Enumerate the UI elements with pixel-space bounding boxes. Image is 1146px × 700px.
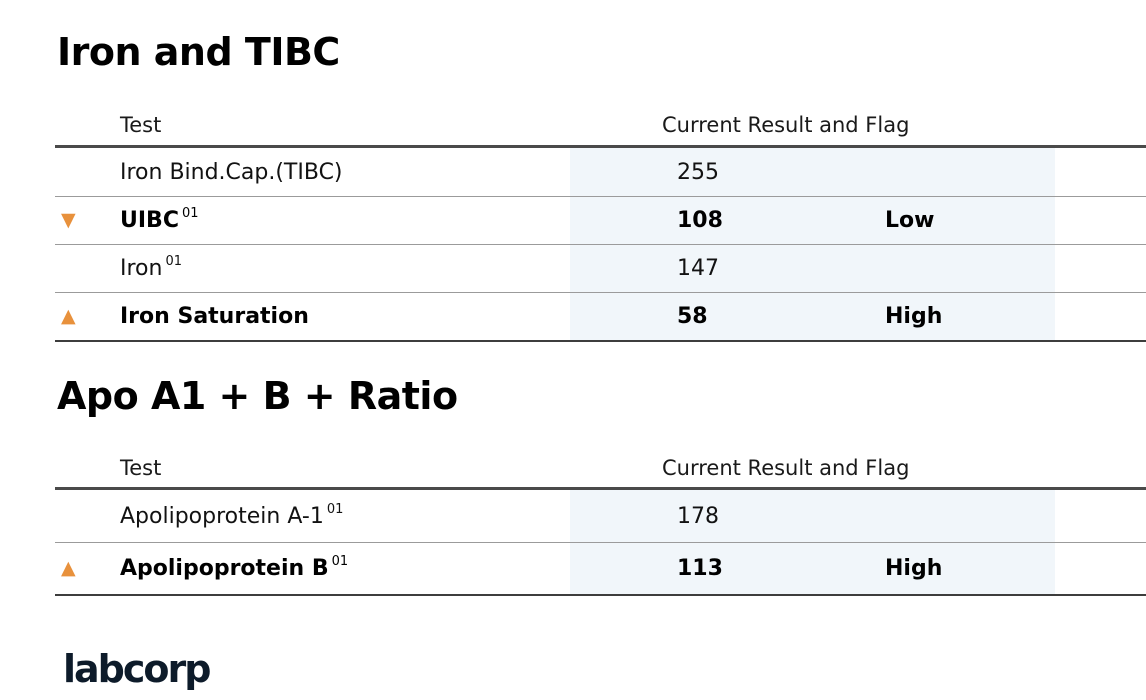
row-spacer bbox=[1055, 197, 1146, 244]
row-spacer bbox=[1055, 490, 1146, 542]
table-row: ▲ Apolipoprotein B 01 113 High bbox=[55, 542, 1146, 594]
result-flag: High bbox=[885, 556, 943, 581]
table-header-row: Test Current Result and Flag bbox=[55, 104, 1146, 148]
result-cell: 147 bbox=[570, 245, 1055, 292]
triangle-down-icon: ▼ bbox=[61, 209, 76, 231]
test-name: Apolipoprotein B 01 bbox=[120, 554, 349, 581]
row-spacer bbox=[1055, 293, 1146, 340]
test-name: Iron 01 bbox=[120, 254, 182, 281]
table-row: ▼ UIBC 01 108 Low bbox=[55, 196, 1146, 244]
result-flag: Low bbox=[885, 208, 935, 233]
test-name: Iron Bind.Cap.(TIBC) bbox=[120, 159, 343, 185]
row-spacer bbox=[1055, 543, 1146, 594]
result-cell: 113 High bbox=[570, 543, 1055, 594]
flag-icon-placeholder bbox=[55, 490, 120, 542]
result-value: 108 bbox=[677, 208, 723, 233]
table-body: Apolipoprotein A-1 01 178 ▲ Apolipoprotei… bbox=[55, 490, 1146, 596]
test-name: Iron Saturation bbox=[120, 304, 309, 329]
column-header-result: Current Result and Flag bbox=[662, 455, 910, 480]
result-cell: 255 bbox=[570, 148, 1055, 196]
result-value: 178 bbox=[677, 503, 719, 529]
result-cell: 178 bbox=[570, 490, 1055, 542]
flag-icon-cell: ▲ bbox=[55, 293, 120, 340]
row-spacer bbox=[1055, 245, 1146, 292]
iron-tibc-table: Test Current Result and Flag Iron Bind.C… bbox=[55, 104, 1146, 342]
column-header-test: Test bbox=[120, 455, 162, 480]
flag-icon-placeholder bbox=[55, 148, 120, 196]
labcorp-logo: labcorp bbox=[63, 647, 211, 691]
result-flag: High bbox=[885, 304, 943, 329]
table-row: ▲ Iron Saturation 58 High bbox=[55, 292, 1146, 340]
test-name: UIBC 01 bbox=[120, 206, 199, 233]
table-body: Iron Bind.Cap.(TIBC) 255 ▼ UIBC 01 108 Lo… bbox=[55, 148, 1146, 342]
flag-icon-placeholder bbox=[55, 245, 120, 292]
row-spacer bbox=[1055, 148, 1146, 196]
section-title-apo: Apo A1 + B + Ratio bbox=[57, 374, 458, 418]
column-header-result: Current Result and Flag bbox=[662, 112, 910, 137]
result-value: 255 bbox=[677, 159, 719, 185]
table-header-row: Test Current Result and Flag bbox=[55, 448, 1146, 490]
result-cell: 108 Low bbox=[570, 197, 1055, 244]
section-title-iron-tibc: Iron and TIBC bbox=[57, 30, 340, 74]
apo-table: Test Current Result and Flag Apolipoprot… bbox=[55, 448, 1146, 596]
result-value: 113 bbox=[677, 556, 723, 581]
triangle-up-icon: ▲ bbox=[61, 557, 76, 579]
test-name: Apolipoprotein A-1 01 bbox=[120, 501, 344, 529]
result-value: 58 bbox=[677, 304, 708, 329]
flag-icon-cell: ▲ bbox=[55, 543, 120, 594]
flag-icon-cell: ▼ bbox=[55, 197, 120, 244]
result-value: 147 bbox=[677, 256, 719, 281]
triangle-up-icon: ▲ bbox=[61, 305, 76, 327]
result-cell: 58 High bbox=[570, 293, 1055, 340]
table-row: Iron 01 147 bbox=[55, 244, 1146, 292]
table-row: Iron Bind.Cap.(TIBC) 255 bbox=[55, 148, 1146, 196]
column-header-test: Test bbox=[120, 112, 162, 137]
table-row: Apolipoprotein A-1 01 178 bbox=[55, 490, 1146, 542]
